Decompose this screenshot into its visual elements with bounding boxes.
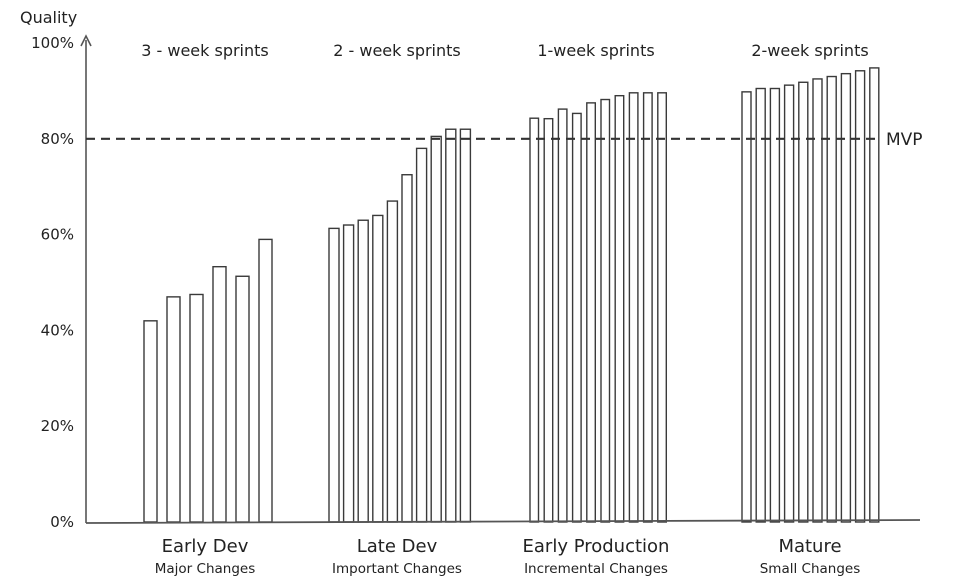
- bar: [783, 84, 795, 523]
- bar: [543, 117, 554, 523]
- bar: [826, 75, 837, 523]
- bars-layer: [143, 67, 880, 523]
- y-axis: Quality: [20, 8, 92, 523]
- bar: [386, 200, 399, 523]
- bar: [235, 275, 250, 523]
- sprint-label: 2-week sprints: [751, 41, 868, 60]
- bar: [628, 92, 639, 523]
- bar: [529, 117, 540, 523]
- y-axis-label: Quality: [20, 8, 77, 27]
- x-axis-line: [85, 519, 921, 524]
- phase-labels: Early Dev Major Changes Late Dev Important …: [155, 536, 861, 577]
- bar: [657, 92, 667, 523]
- bar: [614, 94, 625, 523]
- bar: [189, 293, 204, 523]
- y-tick-label: 80%: [41, 130, 74, 148]
- bar: [600, 98, 611, 523]
- bar: [840, 72, 852, 523]
- bar: [357, 219, 369, 523]
- phase-subtitle: Small Changes: [760, 561, 861, 577]
- y-tick-label: 20%: [41, 417, 74, 435]
- y-axis-arrow-icon: [80, 34, 92, 47]
- bar: [459, 128, 472, 523]
- bar: [372, 214, 384, 523]
- mvp-label: MVP: [886, 130, 923, 150]
- bar: [415, 147, 428, 523]
- bar: [342, 224, 355, 523]
- bar: [557, 108, 568, 523]
- phase-subtitle: Incremental Changes: [524, 561, 668, 577]
- bar: [430, 135, 442, 523]
- sprint-label: 2 - week sprints: [333, 41, 461, 60]
- bar: [212, 265, 227, 523]
- bar: [586, 102, 596, 523]
- phase-name: Late Dev: [357, 536, 438, 557]
- bar: [401, 174, 413, 523]
- bar: [328, 227, 340, 523]
- bar: [812, 78, 823, 523]
- phase-subtitle: Major Changes: [155, 561, 256, 577]
- y-tick-label: 40%: [41, 321, 74, 339]
- bar: [571, 112, 582, 523]
- bar: [143, 320, 158, 523]
- bar: [741, 91, 752, 523]
- bar: [769, 87, 781, 523]
- sprint-label: 3 - week sprints: [141, 41, 269, 60]
- y-tick-label: 60%: [41, 226, 74, 244]
- bar: [445, 128, 457, 523]
- mvp-reference: MVP: [86, 130, 923, 150]
- y-tick-label: 100%: [31, 34, 74, 52]
- phase-name: Early Dev: [162, 536, 249, 557]
- phase-subtitle: Important Changes: [332, 561, 462, 577]
- bar: [755, 87, 766, 523]
- bar: [166, 296, 181, 523]
- sprint-labels: 3 - week sprints 2 - week sprints 1-week s…: [141, 41, 868, 60]
- y-ticks: 0% 20% 40% 60% 80% 100%: [31, 34, 74, 531]
- bar: [258, 238, 273, 523]
- phase-name: Mature: [778, 536, 841, 557]
- sprint-label: 1-week sprints: [537, 41, 654, 60]
- y-tick-label: 0%: [50, 513, 74, 531]
- phase-name: Early Production: [523, 536, 670, 557]
- bar: [854, 70, 866, 523]
- bar: [869, 67, 880, 523]
- bar: [642, 92, 653, 523]
- bar: [798, 81, 809, 523]
